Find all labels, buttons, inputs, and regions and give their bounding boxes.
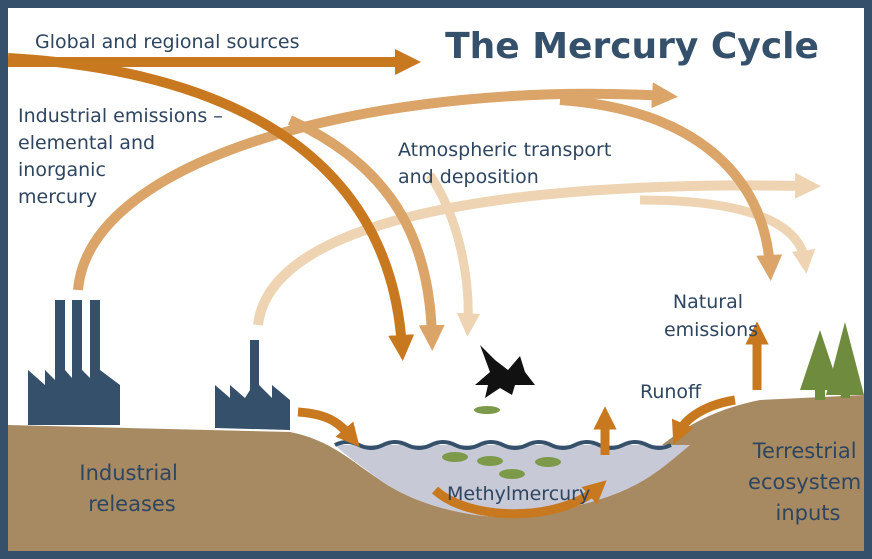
label-line: Industrial [79, 461, 178, 485]
label-line: inputs [776, 501, 841, 525]
label-line: Runoff [640, 381, 702, 403]
label-line: Terrestrial [752, 439, 857, 463]
label-line: Atmospheric transport [398, 139, 611, 161]
label-line: Global and regional sources [35, 31, 299, 53]
mercury-cycle-diagram: The Mercury Cycle Global and regional so… [0, 0, 872, 559]
label: Global and regional sources [35, 31, 299, 53]
label: Methylmercury [447, 483, 590, 505]
label-line: mercury [18, 186, 97, 208]
title: The Mercury Cycle [445, 26, 819, 67]
label-line: Methylmercury [447, 483, 590, 505]
label-line: inorganic [18, 159, 106, 181]
label-line: and deposition [398, 166, 539, 188]
label-line: Industrial emissions – [18, 105, 223, 127]
label: Runoff [640, 381, 702, 403]
label-line: ecosystem [748, 470, 861, 494]
label-line: emissions [664, 319, 758, 341]
label-line: releases [88, 492, 176, 516]
label-line: Natural [673, 291, 743, 313]
label-line: elemental and [18, 132, 155, 154]
